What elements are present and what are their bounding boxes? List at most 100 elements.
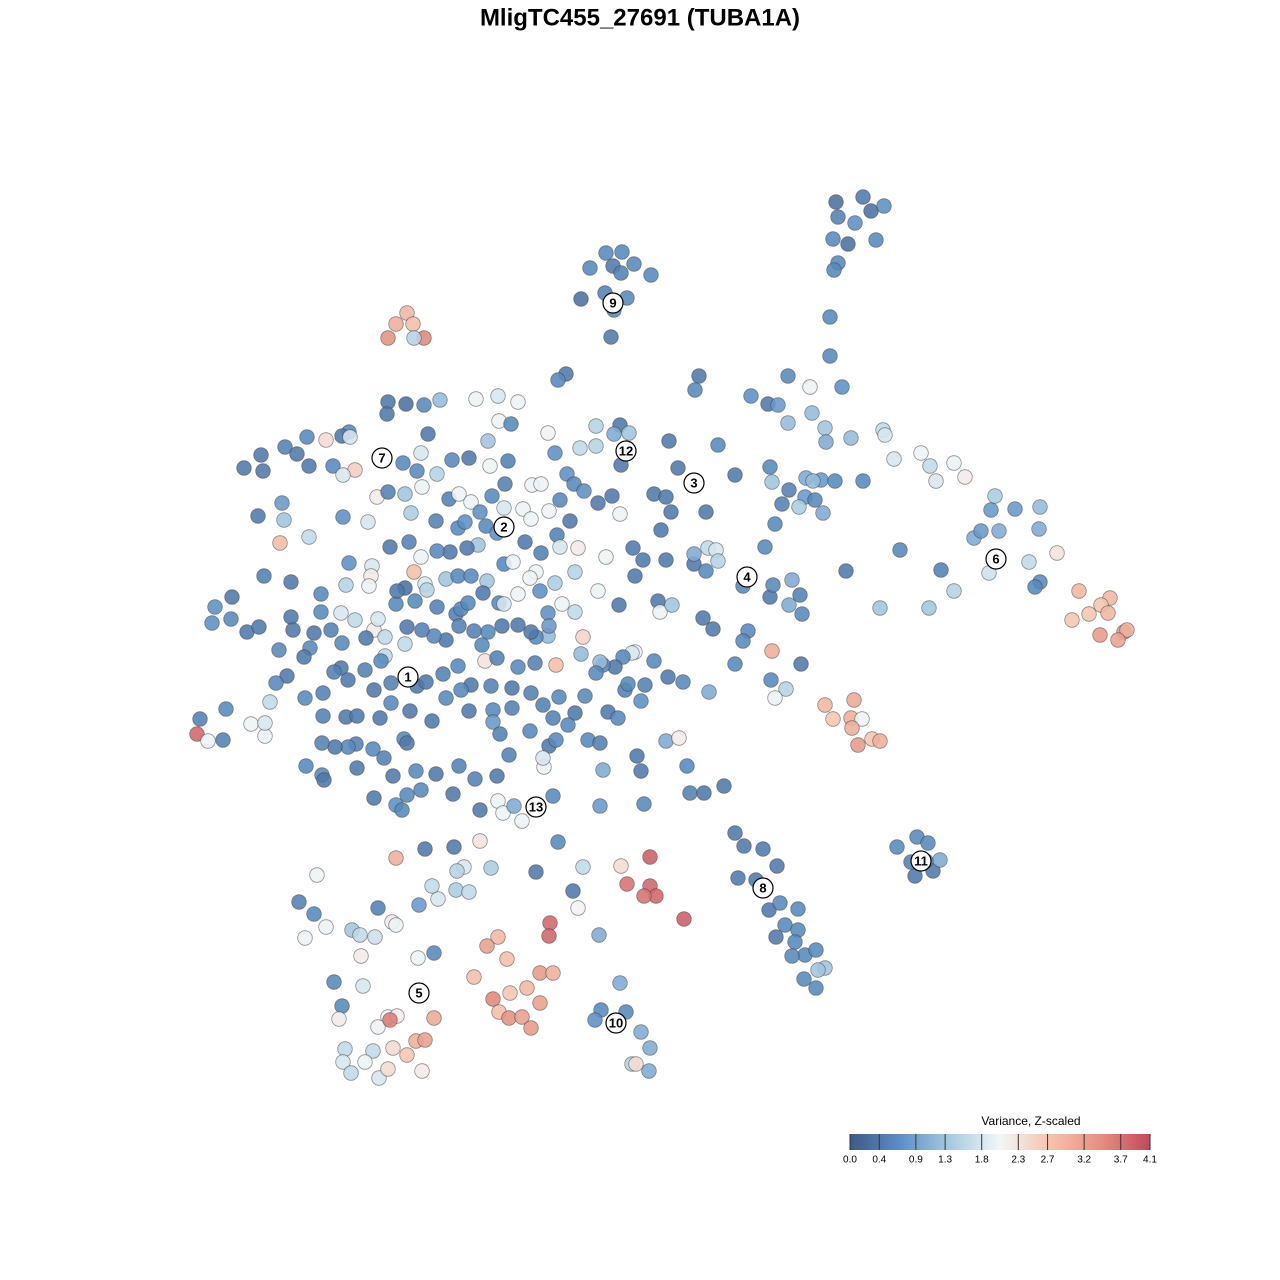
cell-point — [406, 564, 422, 580]
cell-point — [532, 965, 548, 981]
cell-point — [727, 656, 743, 672]
cell-point — [483, 678, 499, 694]
cluster-label: 7 — [378, 450, 385, 465]
cell-point — [523, 624, 539, 640]
cell-point — [484, 488, 500, 504]
cell-point — [467, 771, 483, 787]
cell-point — [552, 492, 568, 508]
cell-point — [757, 539, 773, 555]
cell-point — [652, 604, 668, 620]
cell-point — [660, 669, 676, 685]
cell-point — [818, 434, 834, 450]
cell-point — [550, 834, 566, 850]
cell-point — [449, 863, 465, 879]
cell-point — [576, 483, 592, 499]
cell-point — [485, 714, 501, 730]
cell-point — [588, 418, 604, 434]
cell-point — [272, 535, 288, 551]
cell-point — [472, 833, 488, 849]
cell-point — [826, 262, 842, 278]
cell-point — [347, 612, 363, 628]
cell-point — [592, 798, 608, 814]
cell-point — [398, 396, 414, 412]
cluster-label: 2 — [500, 519, 507, 534]
cell-point — [658, 733, 674, 749]
cell-point — [377, 629, 393, 645]
cell-point — [698, 504, 714, 520]
cell-point — [502, 985, 518, 1001]
cell-point — [426, 945, 442, 961]
cell-point — [394, 802, 410, 818]
cell-point — [641, 1063, 657, 1079]
cell-point — [297, 930, 313, 946]
cell-point — [876, 198, 892, 214]
cell-point — [790, 901, 806, 917]
cell-point — [854, 711, 870, 727]
cell-point — [445, 786, 461, 802]
cluster-label-circle — [602, 292, 624, 314]
cell-point — [370, 611, 386, 627]
cell-point — [777, 917, 793, 933]
cell-point — [450, 568, 466, 584]
cell-point — [877, 427, 893, 443]
cell-point — [913, 445, 929, 461]
cell-point — [499, 951, 515, 967]
cell-point — [633, 1024, 649, 1040]
cell-point — [463, 568, 479, 584]
cell-point — [340, 672, 356, 688]
cell-point — [825, 231, 841, 247]
cell-point — [466, 969, 482, 985]
cell-point — [417, 841, 433, 857]
cell-point — [256, 568, 272, 584]
cell-point — [730, 870, 746, 886]
cell-point — [192, 711, 208, 727]
cell-point — [554, 596, 570, 612]
color-bar-tick-label: 3.7 — [1114, 1155, 1128, 1166]
cell-point — [588, 665, 604, 681]
cell-point — [827, 473, 843, 489]
cell-point — [417, 1032, 433, 1048]
cell-point — [834, 379, 850, 395]
cluster-label: 10 — [609, 1015, 623, 1030]
cell-point — [461, 450, 477, 466]
cluster-label-circle — [910, 850, 932, 872]
cell-point — [224, 589, 240, 605]
color-bar — [850, 1134, 1150, 1150]
cluster-label-circle — [371, 447, 393, 469]
cell-point — [552, 539, 568, 555]
color-bar-tick-label: 2.7 — [1041, 1155, 1055, 1166]
cell-point — [223, 611, 239, 627]
cell-point — [274, 495, 290, 511]
cell-point — [807, 492, 823, 508]
cell-point — [297, 690, 313, 706]
cell-point — [627, 568, 643, 584]
cell-point — [410, 950, 426, 966]
cell-point — [479, 938, 495, 954]
cell-point — [532, 995, 548, 1011]
cluster-label-circle — [605, 1012, 627, 1034]
cell-point — [388, 917, 404, 933]
cell-point — [301, 529, 317, 545]
cell-point — [475, 585, 491, 601]
cell-point — [565, 883, 581, 899]
cell-point — [535, 697, 551, 713]
cell-point — [611, 597, 627, 613]
color-bar-tick-label: 0.4 — [872, 1155, 886, 1166]
cell-point — [409, 463, 425, 479]
color-bar-tick-label: 0.9 — [909, 1155, 923, 1166]
cell-point — [817, 697, 833, 713]
cell-point — [413, 782, 429, 798]
cell-point — [271, 642, 287, 658]
cell-point — [523, 511, 539, 527]
cell-point — [735, 633, 751, 649]
cell-point — [761, 902, 777, 918]
cell-point — [588, 438, 604, 454]
cell-point — [774, 496, 790, 512]
cell-point — [408, 763, 424, 779]
cell-point — [560, 717, 576, 733]
cell-point — [485, 991, 501, 1007]
cluster-label: 6 — [992, 551, 999, 566]
cell-point — [450, 658, 466, 674]
cell-point — [535, 750, 551, 766]
